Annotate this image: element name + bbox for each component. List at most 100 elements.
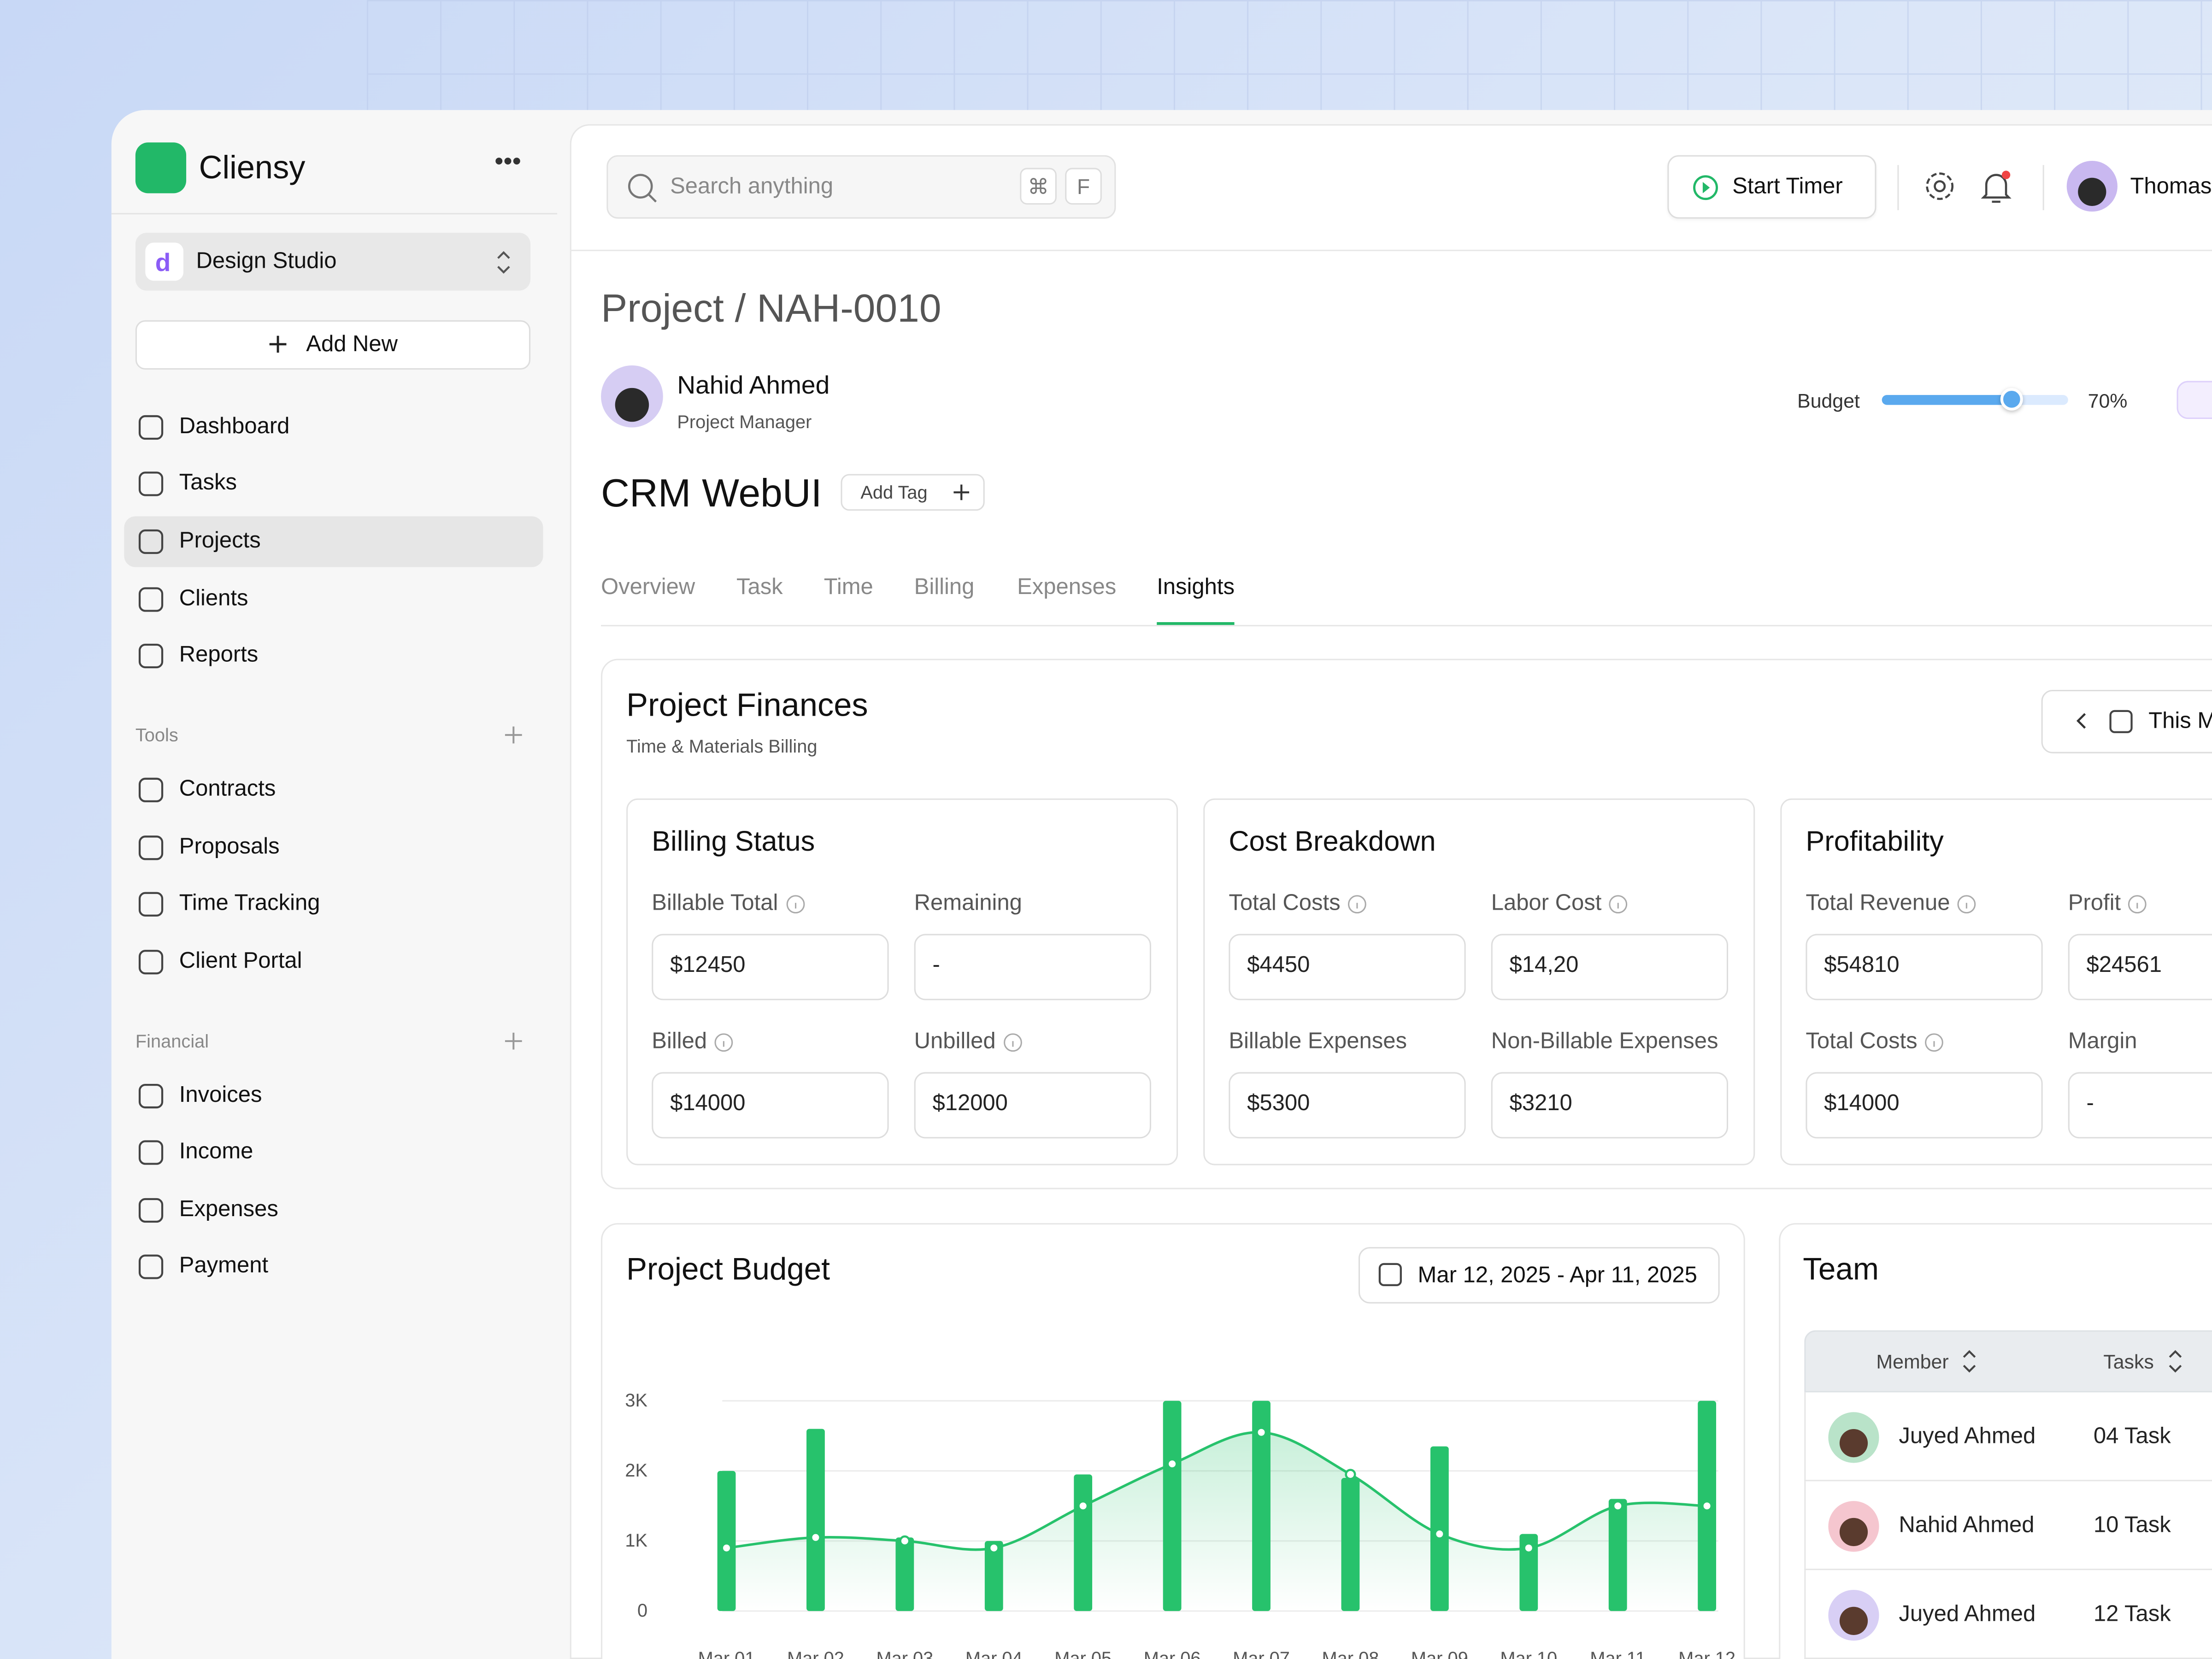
field-value: - [2086,1092,2094,1116]
divider [1897,165,1899,211]
tab[interactable]: Task [736,575,783,600]
breadcrumb: Project / NAH-0010 [601,286,941,330]
field-input [1806,934,2043,1000]
field-value: $24561 [2086,953,2162,978]
member-tasks: 12 Task [2093,1602,2171,1627]
nav-label: Invoices [179,1083,262,1108]
subcard-title: Profitability [1806,826,1944,858]
field-label: Total Costs [1806,1030,1918,1054]
tabs-divider [601,625,2212,627]
kbd-label: ⌘ [1028,176,1049,200]
start-timer-label: Start Timer [1732,175,1843,199]
finances-title: Project Finances [626,686,868,723]
budget-knob [2001,388,2024,411]
budget-label: Budget [1797,389,1860,412]
workspace-initial: d [155,248,171,276]
nav-label: Tasks [179,471,237,495]
nav-label: Expenses [179,1197,278,1222]
manager-role: Project Manager [677,411,812,433]
tab[interactable]: Billing [914,575,975,600]
section-title: Financial [135,1030,209,1052]
kbd [1065,168,1102,205]
nav-label: Dashboard [179,415,290,439]
status-pill [2177,381,2212,419]
date-range-button[interactable] [1358,1247,1720,1304]
period-label: This Month [2148,709,2212,734]
workspace-badge [145,242,183,281]
kbd-label: F [1077,176,1090,200]
nav-active [124,516,543,567]
finances-subtitle: Time & Materials Billing [626,735,818,757]
field-input [2068,934,2212,1000]
field-label: Profit [2068,891,2121,916]
nav-label: Reports [179,643,259,667]
budget-fill [1882,395,2012,405]
manager-name: Nahid Ahmed [677,371,830,400]
field-value: $14,20 [1509,953,1579,978]
field-value: $12450 [670,953,746,978]
sidebar-divider [111,213,558,215]
table-row [1804,1570,2212,1659]
field-value: $3210 [1509,1092,1572,1116]
member-name: Nahid Ahmed [1899,1513,2035,1538]
field-input [914,1072,1151,1139]
tab[interactable]: Time [824,575,873,600]
add-new-button[interactable] [135,320,531,370]
field-label: Billable Expenses [1229,1030,1407,1054]
header-divider [570,249,2212,251]
project-title: CRM WebUI [601,471,822,515]
divider [2042,165,2044,211]
workspace-select[interactable] [135,233,531,291]
chart-title: Project Budget [626,1251,830,1287]
tab[interactable]: Overview [601,575,695,600]
add-tag-button[interactable] [841,474,985,511]
field-value: $12000 [932,1092,1008,1116]
team-title: Team [1803,1251,1879,1287]
kbd [1020,168,1057,205]
field-label: Non-Billable Expenses [1491,1030,1718,1054]
tab[interactable]: Insights [1157,575,1235,600]
nav-label: Clients [179,587,248,611]
table-row [1804,1392,2212,1482]
field-value: $5300 [1247,1092,1310,1116]
background-grid [366,0,2212,110]
tab[interactable]: Expenses [1017,575,1117,600]
table-header [1804,1330,2212,1393]
nav-label: Payment [179,1254,269,1278]
field-label: Billed [652,1030,707,1054]
budget-value: 70% [2088,389,2128,412]
field-input [652,934,889,1000]
user-name: Thomas [2130,175,2212,199]
field-value: - [932,953,940,978]
subcard-title: Cost Breakdown [1229,826,1436,858]
field-input [2068,1072,2212,1139]
field-input [1491,934,1728,1000]
field-value: $14000 [670,1092,746,1116]
field-label: Labor Cost [1491,891,1602,916]
field-label: Margin [2068,1030,2137,1054]
nav-label: Proposals [179,835,280,859]
add-tag-label: Add Tag [860,482,928,503]
member-tasks: 04 Task [2093,1424,2171,1449]
field-input [914,934,1151,1000]
nav-label: Time Tracking [179,891,320,916]
field-value: $4450 [1247,953,1310,978]
field-input [1229,1072,1466,1139]
nav-label: Income [179,1140,253,1164]
logo [135,142,187,194]
date-range: Mar 12, 2025 - Apr 11, 2025 [1418,1264,1697,1288]
member-tasks: 10 Task [2093,1513,2171,1538]
table-row [1804,1481,2212,1571]
field-input [1229,934,1466,1000]
field-label: Total Revenue [1806,891,1950,916]
field-value: $14000 [1824,1092,1900,1116]
field-label: Remaining [914,891,1022,916]
column-header: Member [1876,1350,1949,1373]
search-placeholder: Search anything [670,175,834,199]
member-name: Juyed Ahmed [1899,1602,2036,1627]
nav-label: Projects [179,529,261,553]
section-title: Tools [135,724,178,746]
nav-label: Contracts [179,777,276,801]
column-header: Tasks [2103,1350,2154,1373]
